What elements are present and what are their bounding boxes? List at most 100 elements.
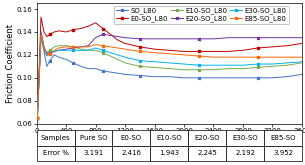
E10-SO_L80 xyxy=(285,64,289,66)
SO_L80 xyxy=(285,76,289,78)
E20-SO_L80 xyxy=(57,49,60,51)
Legend: SO_L80, E0-SO_L80, E10-SO_L80, E20-SO_L80, E30-SO_L80, E85-SO_L80: SO_L80, E0-SO_L80, E10-SO_L80, E20-SO_L8… xyxy=(114,6,289,24)
E10-SO_L80 xyxy=(79,48,83,50)
E30-SO_L80 xyxy=(212,64,215,66)
E10-SO_L80 xyxy=(182,69,186,71)
E30-SO_L80 xyxy=(256,63,260,65)
SO_L80 xyxy=(72,62,75,64)
SO_L80 xyxy=(57,56,60,58)
E0-SO_L80 xyxy=(138,46,142,48)
SO_L80 xyxy=(212,77,215,79)
E10-SO_L80 xyxy=(241,68,245,70)
E0-SO_L80 xyxy=(86,25,90,27)
X-axis label: Time (s): Time (s) xyxy=(152,135,186,144)
E0-SO_L80 xyxy=(52,31,56,33)
SO_L80 xyxy=(271,77,274,79)
E30-SO_L80 xyxy=(197,64,201,66)
E85-SO_L80 xyxy=(256,56,260,58)
E20-SO_L80 xyxy=(226,37,230,39)
E20-SO_L80 xyxy=(39,31,43,33)
E85-SO_L80 xyxy=(226,56,230,58)
E85-SO_L80 xyxy=(153,52,156,54)
E30-SO_L80 xyxy=(94,47,97,49)
E0-SO_L80 xyxy=(109,33,112,35)
E10-SO_L80 xyxy=(45,52,49,54)
E10-SO_L80 xyxy=(212,69,215,71)
E85-SO_L80 xyxy=(123,48,127,50)
SO_L80 xyxy=(35,117,39,119)
E30-SO_L80 xyxy=(167,62,171,64)
SO_L80 xyxy=(226,77,230,79)
E85-SO_L80 xyxy=(167,53,171,55)
SO_L80 xyxy=(79,65,83,67)
SO_L80 xyxy=(101,70,105,72)
SO_L80 xyxy=(52,54,56,56)
E10-SO_L80 xyxy=(197,69,201,71)
E30-SO_L80 xyxy=(182,63,186,65)
E30-SO_L80 xyxy=(123,56,127,58)
E10-SO_L80 xyxy=(64,45,68,47)
E85-SO_L80 xyxy=(94,44,97,46)
Line: E0-SO_L80: E0-SO_L80 xyxy=(36,16,303,119)
E10-SO_L80 xyxy=(86,49,90,51)
E0-SO_L80 xyxy=(241,49,245,51)
E0-SO_L80 xyxy=(182,50,186,52)
E85-SO_L80 xyxy=(197,55,201,57)
E30-SO_L80 xyxy=(109,52,112,54)
SO_L80 xyxy=(182,77,186,79)
E0-SO_L80 xyxy=(212,50,215,52)
E20-SO_L80 xyxy=(72,47,75,49)
E0-SO_L80 xyxy=(57,30,60,32)
E85-SO_L80 xyxy=(79,46,83,48)
E0-SO_L80 xyxy=(116,39,120,41)
Y-axis label: Friction Coefficient: Friction Coefficient xyxy=(6,24,15,103)
E0-SO_L80 xyxy=(42,31,46,33)
E20-SO_L80 xyxy=(138,38,142,40)
E20-SO_L80 xyxy=(116,35,120,37)
SO_L80 xyxy=(86,68,90,70)
E30-SO_L80 xyxy=(153,61,156,63)
E0-SO_L80 xyxy=(271,46,274,48)
Line: E10-SO_L80: E10-SO_L80 xyxy=(36,33,303,119)
E20-SO_L80 xyxy=(109,34,112,36)
E0-SO_L80 xyxy=(72,29,75,31)
E20-SO_L80 xyxy=(45,53,49,55)
E10-SO_L80 xyxy=(42,47,46,49)
E20-SO_L80 xyxy=(35,117,39,119)
Line: E30-SO_L80: E30-SO_L80 xyxy=(36,36,303,119)
Line: SO_L80: SO_L80 xyxy=(36,33,303,119)
E30-SO_L80 xyxy=(57,49,60,51)
E85-SO_L80 xyxy=(72,46,75,48)
E10-SO_L80 xyxy=(35,117,39,119)
SO_L80 xyxy=(167,76,171,78)
E20-SO_L80 xyxy=(212,38,215,40)
E20-SO_L80 xyxy=(52,50,56,52)
SO_L80 xyxy=(42,50,46,52)
E20-SO_L80 xyxy=(300,37,304,39)
SO_L80 xyxy=(138,75,142,77)
E20-SO_L80 xyxy=(42,46,46,48)
E10-SO_L80 xyxy=(52,46,56,48)
SO_L80 xyxy=(64,58,68,60)
E20-SO_L80 xyxy=(94,37,97,39)
E10-SO_L80 xyxy=(167,68,171,70)
E30-SO_L80 xyxy=(138,60,142,62)
E0-SO_L80 xyxy=(48,33,52,35)
E10-SO_L80 xyxy=(226,68,230,70)
SO_L80 xyxy=(45,65,49,67)
E30-SO_L80 xyxy=(52,50,56,52)
E0-SO_L80 xyxy=(45,35,49,37)
E0-SO_L80 xyxy=(153,48,156,50)
E85-SO_L80 xyxy=(52,49,56,51)
E20-SO_L80 xyxy=(123,37,127,39)
E0-SO_L80 xyxy=(256,47,260,49)
E85-SO_L80 xyxy=(57,47,60,49)
E85-SO_L80 xyxy=(39,33,43,35)
E85-SO_L80 xyxy=(271,56,274,58)
E10-SO_L80 xyxy=(138,65,142,67)
E30-SO_L80 xyxy=(101,49,105,51)
E10-SO_L80 xyxy=(94,49,97,51)
E10-SO_L80 xyxy=(300,62,304,64)
SO_L80 xyxy=(94,68,97,70)
E10-SO_L80 xyxy=(271,65,274,67)
